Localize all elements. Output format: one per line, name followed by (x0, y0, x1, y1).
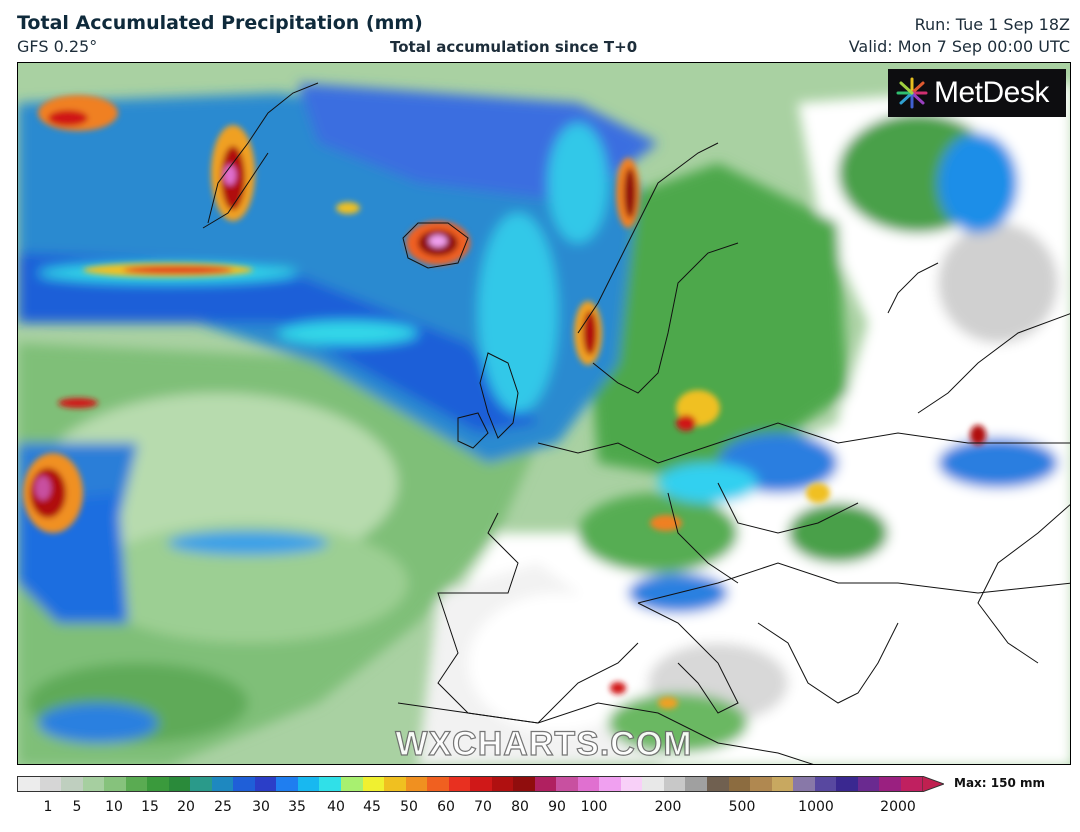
legend-color-segment (642, 777, 664, 791)
legend-color-segment (125, 777, 148, 791)
legend-tick-label: 80 (511, 799, 529, 815)
legend-colorbar (17, 776, 923, 792)
legend-tick-label: 40 (327, 799, 345, 815)
legend-tick-label: 30 (252, 799, 270, 815)
legend-color-segment (168, 777, 191, 791)
chart-title: Total Accumulated Precipitation (mm) (17, 12, 423, 34)
legend-color-segment (620, 777, 643, 791)
legend-color-segment (362, 777, 385, 791)
legend-color-segment (491, 777, 514, 791)
legend-color-segment (276, 777, 298, 791)
legend-tick-label: 5 (72, 799, 82, 815)
legend-color-segment (793, 777, 815, 791)
legend-color-segment (319, 777, 341, 791)
legend-color-segment (254, 777, 277, 791)
map-canvas (18, 63, 1070, 764)
legend-color-segment (771, 777, 794, 791)
model-label: GFS 0.25° (17, 37, 98, 56)
legend-tick-label: 35 (288, 799, 306, 815)
legend-color-segment (427, 777, 449, 791)
legend-tick-label: 10 (105, 799, 123, 815)
legend-color-segment (104, 777, 126, 791)
legend-tick-label: 90 (548, 799, 566, 815)
legend-color-segment (513, 777, 535, 791)
metdesk-logo-icon (896, 77, 928, 109)
legend-color-segment (340, 777, 363, 791)
legend-color-segment (297, 777, 320, 791)
legend-tick-label: 50 (400, 799, 418, 815)
legend-color-segment (685, 777, 707, 791)
legend-color-segment (879, 777, 901, 791)
legend-tick-label: 70 (474, 799, 492, 815)
run-time: Run: Tue 1 Sep 18Z (914, 15, 1070, 34)
legend-tick-label: 1000 (798, 799, 834, 815)
legend-color-segment (233, 777, 255, 791)
legend-extend-arrow (922, 776, 944, 792)
legend-color-segment (707, 777, 729, 791)
legend-tick-label: 2000 (880, 799, 916, 815)
legend-tick-label: 60 (437, 799, 455, 815)
legend-color-segment (18, 777, 40, 791)
legend-color-segment (857, 777, 880, 791)
legend-color-segment (405, 777, 428, 791)
legend-color-segment (534, 777, 557, 791)
legend-color-segment (900, 777, 923, 791)
legend-tick-label: 45 (363, 799, 381, 815)
legend-color-segment (190, 777, 212, 791)
legend-tick-label: 25 (214, 799, 232, 815)
valid-time: Valid: Mon 7 Sep 00:00 UTC (848, 37, 1070, 56)
legend-color-segment (836, 777, 858, 791)
legend-color-segment (599, 777, 621, 791)
metdesk-logo-text: MetDesk (934, 76, 1049, 109)
metdesk-logo: MetDesk (888, 69, 1066, 117)
legend-color-segment (147, 777, 169, 791)
legend-color-segment (663, 777, 686, 791)
coastlines (202, 82, 1070, 764)
legend-color-segment (61, 777, 83, 791)
legend-color-segment (384, 777, 406, 791)
legend-tick-label: 200 (654, 799, 682, 815)
legend-color-segment (448, 777, 471, 791)
legend-color-segment (39, 777, 62, 791)
legend-color-segment (750, 777, 772, 791)
precipitation-map[interactable]: MetDesk WXCHARTS.COM (17, 62, 1071, 765)
legend-tick-label: 500 (728, 799, 756, 815)
legend-tick-label: 15 (141, 799, 159, 815)
legend-tick-label: 1 (43, 799, 53, 815)
legend-color-segment (556, 777, 578, 791)
legend-color-segment (470, 777, 492, 791)
legend-color-segment (814, 777, 837, 791)
legend-color-segment (211, 777, 234, 791)
legend-color-segment (577, 777, 600, 791)
legend-color-segment (728, 777, 751, 791)
precip-field (18, 83, 1070, 764)
legend-color-segment (82, 777, 105, 791)
chart-subtitle: Total accumulation since T+0 (390, 38, 638, 56)
legend-tick-label: 100 (580, 799, 608, 815)
legend-tick-label: 20 (177, 799, 195, 815)
max-value-label: Max: 150 mm (954, 776, 1045, 790)
